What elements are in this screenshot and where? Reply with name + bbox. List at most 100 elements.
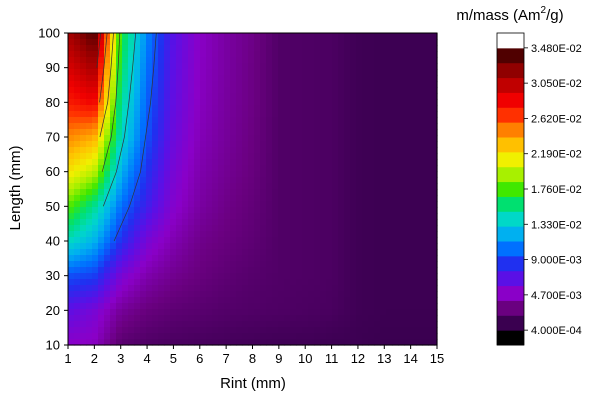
heatmap-cell xyxy=(188,267,195,274)
heatmap-cell xyxy=(152,213,159,220)
heatmap-cell xyxy=(332,153,339,160)
heatmap-cell xyxy=(272,153,279,160)
heatmap-cell xyxy=(344,183,351,190)
heatmap-cell xyxy=(164,129,171,136)
heatmap-cell xyxy=(362,303,369,310)
heatmap-cell xyxy=(278,213,285,220)
heatmap-cell xyxy=(416,225,423,232)
heatmap-cell xyxy=(110,63,117,70)
heatmap-cell xyxy=(410,303,417,310)
heatmap-cell xyxy=(410,111,417,118)
heatmap-cell xyxy=(170,219,177,226)
heatmap-cell xyxy=(350,225,357,232)
heatmap-cell xyxy=(332,321,339,328)
heatmap-cell xyxy=(212,213,219,220)
heatmap-cell xyxy=(188,105,195,112)
y-axis-title: Length (mm) xyxy=(7,145,24,230)
heatmap-cell xyxy=(242,147,249,154)
heatmap-cell xyxy=(170,51,177,58)
heatmap-cell xyxy=(128,195,135,202)
heatmap-cell xyxy=(362,273,369,280)
heatmap-cell xyxy=(116,171,123,178)
heatmap-cell xyxy=(80,81,87,88)
heatmap-cell xyxy=(284,177,291,184)
heatmap-cell xyxy=(356,63,363,70)
heatmap-cell xyxy=(392,87,399,94)
heatmap-cell xyxy=(272,279,279,286)
heatmap-cell xyxy=(422,147,429,154)
heatmap-cell xyxy=(404,135,411,142)
heatmap-cell xyxy=(290,219,297,226)
heatmap-cell xyxy=(380,69,387,76)
heatmap-cell xyxy=(158,237,165,244)
heatmap-cell xyxy=(182,33,189,40)
heatmap-cell xyxy=(290,297,297,304)
heatmap-cell xyxy=(380,117,387,124)
heatmap-cell xyxy=(212,183,219,190)
heatmap-cell xyxy=(164,147,171,154)
heatmap-cell xyxy=(218,261,225,268)
heatmap-cell xyxy=(170,213,177,220)
heatmap-cell xyxy=(260,231,267,238)
heatmap-cell xyxy=(332,93,339,100)
heatmap-cell xyxy=(416,171,423,178)
heatmap-cell xyxy=(200,213,207,220)
heatmap-cell xyxy=(380,189,387,196)
heatmap-cell xyxy=(224,57,231,64)
heatmap-cell xyxy=(272,243,279,250)
heatmap-cell xyxy=(332,159,339,166)
heatmap-cell xyxy=(86,99,93,106)
colorbar-tick-label: 4.700E-03 xyxy=(531,290,582,302)
heatmap-cell xyxy=(230,135,237,142)
heatmap-cell xyxy=(344,225,351,232)
heatmap-cell xyxy=(266,171,273,178)
heatmap-cell xyxy=(278,63,285,70)
heatmap-cell xyxy=(326,231,333,238)
heatmap-cell xyxy=(104,171,111,178)
heatmap-cell xyxy=(266,177,273,184)
heatmap-cell xyxy=(416,237,423,244)
heatmap-cell xyxy=(74,177,81,184)
heatmap-cell xyxy=(230,237,237,244)
heatmap-cell xyxy=(272,93,279,100)
heatmap-cell xyxy=(188,225,195,232)
heatmap-cell xyxy=(368,219,375,226)
heatmap-cell xyxy=(158,243,165,250)
heatmap-cell xyxy=(152,75,159,82)
heatmap-cell xyxy=(134,321,141,328)
heatmap-cell xyxy=(278,225,285,232)
heatmap-cell xyxy=(200,33,207,40)
heatmap-cell xyxy=(362,207,369,214)
heatmap-cell xyxy=(320,123,327,130)
heatmap-cell xyxy=(194,249,201,256)
heatmap-cell xyxy=(200,159,207,166)
heatmap-cell xyxy=(308,243,315,250)
heatmap-cell xyxy=(116,273,123,280)
heatmap-cell xyxy=(140,33,147,40)
heatmap-cell xyxy=(356,51,363,58)
heatmap-cell xyxy=(320,315,327,322)
heatmap-cell xyxy=(284,87,291,94)
heatmap-cell xyxy=(290,285,297,292)
heatmap-cell xyxy=(296,237,303,244)
heatmap-cell xyxy=(104,189,111,196)
heatmap-cell xyxy=(356,105,363,112)
heatmap-cell xyxy=(254,195,261,202)
heatmap-cell xyxy=(248,327,255,334)
heatmap-cell xyxy=(236,153,243,160)
heatmap-cell xyxy=(266,153,273,160)
heatmap-cell xyxy=(152,321,159,328)
heatmap-cell xyxy=(116,309,123,316)
heatmap-cell xyxy=(284,303,291,310)
heatmap-cell xyxy=(428,267,435,274)
heatmap-cell xyxy=(68,69,75,76)
heatmap-cell xyxy=(284,255,291,262)
heatmap-cell xyxy=(428,63,435,70)
heatmap-cell xyxy=(86,339,93,346)
heatmap-cell xyxy=(68,273,75,280)
heatmap-cell xyxy=(392,207,399,214)
heatmap-cell xyxy=(200,111,207,118)
heatmap-cell xyxy=(338,63,345,70)
heatmap-cell xyxy=(242,33,249,40)
heatmap-cell xyxy=(212,291,219,298)
